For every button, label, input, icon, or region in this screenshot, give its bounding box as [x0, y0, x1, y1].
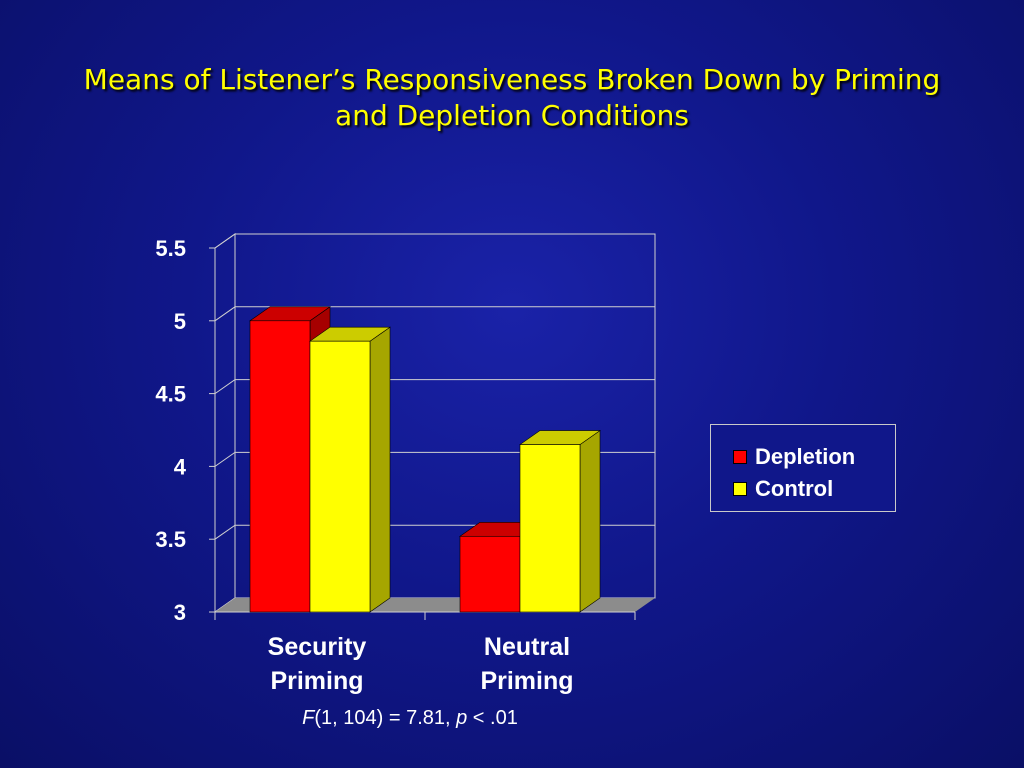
bar-control-neutral [519, 444, 581, 613]
bar-depletion-security [249, 320, 311, 613]
bar-side-control-neutral [579, 429, 601, 613]
f-statistic-args: (1, 104) = 7.81, [314, 707, 457, 729]
slide-title-line1: Means of Listener’s Responsiveness Broke… [83, 63, 941, 96]
slide-title: Means of Listener’s Responsiveness Broke… [0, 62, 1024, 134]
y-tick-label: 4.5 [155, 382, 186, 407]
y-tick-label: 5.5 [155, 236, 186, 261]
statistics-footnote: F(1, 104) = 7.81, p < .01 [0, 707, 820, 730]
p-value-text: < .01 [467, 707, 518, 729]
legend-item-depletion: Depletion [733, 444, 856, 469]
gridline [214, 233, 655, 249]
y-tick-label: 3.5 [155, 527, 186, 552]
f-statistic-symbol: F [302, 707, 315, 729]
gridline [214, 379, 655, 395]
legend-label-control: Control [755, 476, 834, 501]
x-category-label: Neutral [484, 633, 570, 661]
y-tick-label: 5 [174, 309, 186, 334]
x-category-label: Priming [480, 667, 573, 695]
legend-item-control: Control [733, 476, 834, 501]
legend-swatch-depletion [733, 450, 747, 464]
gridline [214, 451, 655, 467]
bar-control-security [309, 340, 371, 613]
y-tick-label: 3 [174, 600, 186, 625]
x-category-label: Priming [270, 667, 363, 695]
chart-legend: Depletion Control [710, 424, 896, 512]
y-tick-label: 4 [174, 454, 187, 479]
legend-label-depletion: Depletion [755, 444, 856, 469]
legend-swatch-control [733, 482, 747, 496]
bar-side-control-security [369, 326, 391, 613]
gridline [214, 306, 655, 322]
p-value-symbol: p [456, 707, 468, 729]
x-category-label: Security [268, 633, 367, 661]
chart-side-wall [214, 233, 236, 613]
slide-title-line2: and Depletion Conditions [335, 99, 689, 132]
bar-depletion-neutral [459, 535, 521, 613]
